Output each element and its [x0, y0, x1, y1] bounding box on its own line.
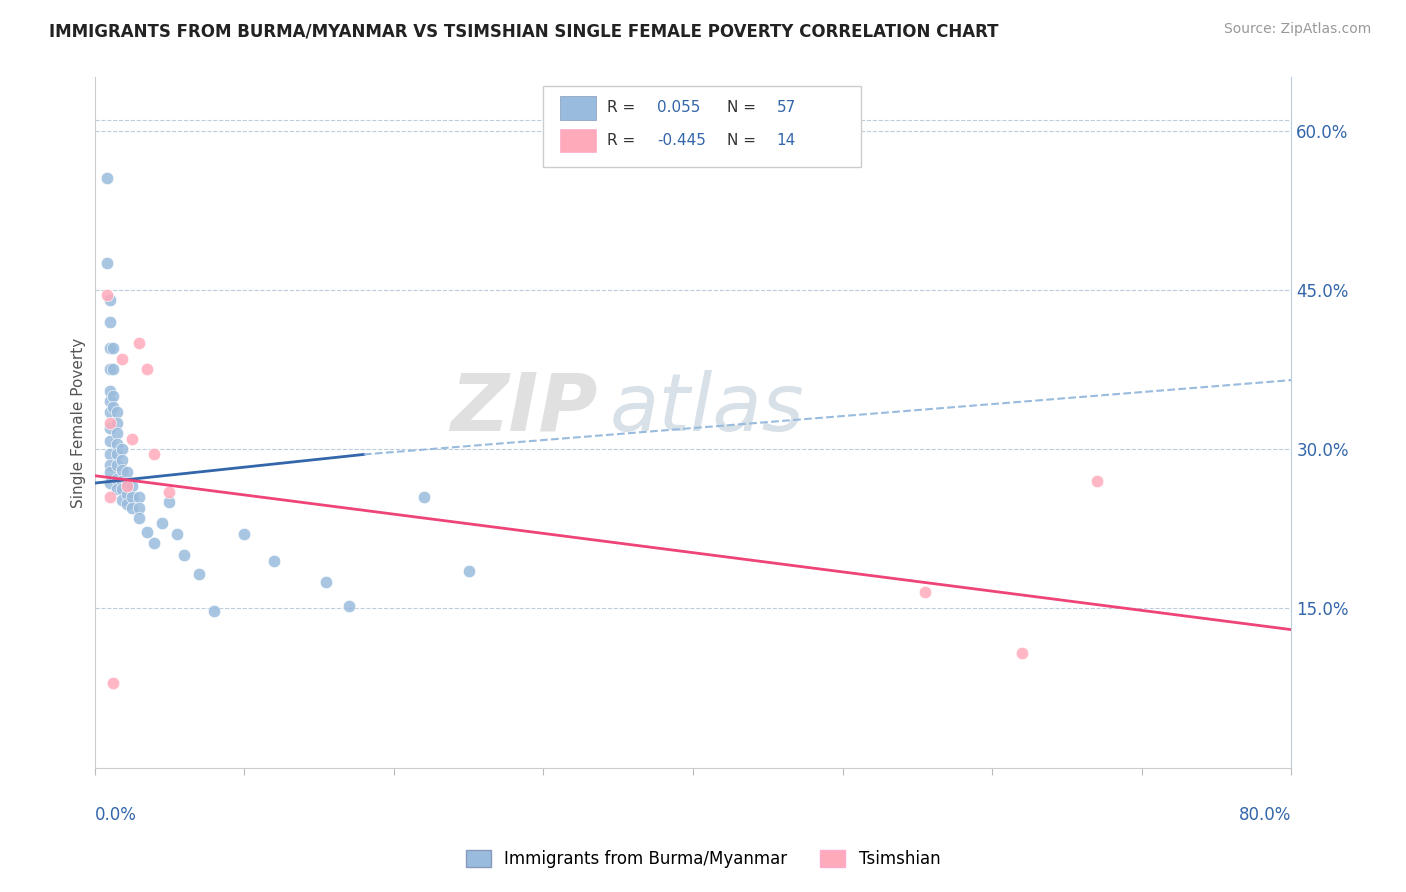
- Point: [136, 362, 159, 376]
- Point: [105, 426, 128, 441]
- Point: [315, 574, 337, 589]
- Text: R =: R =: [607, 100, 640, 115]
- Point: [121, 490, 143, 504]
- Text: N =: N =: [727, 100, 761, 115]
- Point: [98, 315, 121, 329]
- Point: [105, 458, 128, 472]
- Point: [98, 405, 121, 419]
- Point: [101, 389, 124, 403]
- Point: [117, 476, 139, 491]
- Point: [117, 466, 139, 480]
- FancyBboxPatch shape: [543, 86, 860, 167]
- Point: [121, 500, 143, 515]
- Y-axis label: Single Female Poverty: Single Female Poverty: [72, 337, 86, 508]
- Point: [110, 474, 132, 488]
- Point: [98, 394, 121, 409]
- Point: [98, 384, 121, 398]
- Text: ZIP: ZIP: [450, 370, 598, 448]
- Point: [128, 500, 150, 515]
- Text: Source: ZipAtlas.com: Source: ZipAtlas.com: [1223, 22, 1371, 37]
- Point: [157, 484, 180, 499]
- Point: [143, 447, 166, 461]
- Point: [337, 599, 360, 614]
- Text: atlas: atlas: [609, 370, 804, 448]
- Point: [1085, 474, 1108, 488]
- Point: [233, 527, 256, 541]
- Legend: Immigrants from Burma/Myanmar, Tsimshian: Immigrants from Burma/Myanmar, Tsimshian: [458, 843, 948, 875]
- Text: N =: N =: [727, 133, 761, 148]
- Point: [98, 416, 121, 430]
- Point: [105, 472, 128, 486]
- Point: [150, 516, 173, 531]
- FancyBboxPatch shape: [560, 128, 596, 152]
- Point: [914, 585, 936, 599]
- Point: [96, 256, 118, 270]
- Point: [128, 335, 150, 350]
- Point: [98, 362, 121, 376]
- Point: [166, 527, 188, 541]
- Point: [96, 171, 118, 186]
- Point: [98, 476, 121, 491]
- Point: [121, 479, 143, 493]
- Point: [101, 341, 124, 355]
- Point: [98, 293, 121, 308]
- Point: [110, 463, 132, 477]
- Text: 14: 14: [776, 133, 796, 148]
- Point: [157, 495, 180, 509]
- Point: [143, 535, 166, 549]
- Point: [110, 493, 132, 508]
- Point: [98, 421, 121, 435]
- Point: [202, 603, 225, 617]
- Text: R =: R =: [607, 133, 640, 148]
- Point: [1011, 646, 1033, 660]
- Point: [98, 490, 121, 504]
- FancyBboxPatch shape: [560, 96, 596, 120]
- Point: [101, 362, 124, 376]
- Point: [98, 341, 121, 355]
- Text: IMMIGRANTS FROM BURMA/MYANMAR VS TSIMSHIAN SINGLE FEMALE POVERTY CORRELATION CHA: IMMIGRANTS FROM BURMA/MYANMAR VS TSIMSHI…: [49, 22, 998, 40]
- Point: [105, 405, 128, 419]
- Text: 57: 57: [776, 100, 796, 115]
- Point: [98, 434, 121, 448]
- Point: [412, 490, 434, 504]
- Point: [105, 437, 128, 451]
- Point: [128, 511, 150, 525]
- Point: [101, 400, 124, 414]
- Point: [121, 432, 143, 446]
- Point: [98, 447, 121, 461]
- Point: [110, 442, 132, 456]
- Point: [105, 416, 128, 430]
- Point: [173, 549, 195, 563]
- Point: [136, 524, 159, 539]
- Point: [101, 675, 124, 690]
- Point: [110, 483, 132, 497]
- Point: [110, 351, 132, 366]
- Point: [128, 490, 150, 504]
- Point: [105, 447, 128, 461]
- Text: -0.445: -0.445: [657, 133, 706, 148]
- Point: [105, 483, 128, 497]
- Text: 0.055: 0.055: [657, 100, 700, 115]
- Point: [110, 452, 132, 467]
- Point: [98, 466, 121, 480]
- Text: 80.0%: 80.0%: [1239, 805, 1292, 823]
- Point: [117, 497, 139, 511]
- Point: [457, 564, 479, 578]
- Text: 0.0%: 0.0%: [94, 805, 136, 823]
- Point: [98, 458, 121, 472]
- Point: [188, 567, 211, 582]
- Point: [117, 479, 139, 493]
- Point: [117, 487, 139, 501]
- Point: [263, 554, 285, 568]
- Point: [96, 288, 118, 302]
